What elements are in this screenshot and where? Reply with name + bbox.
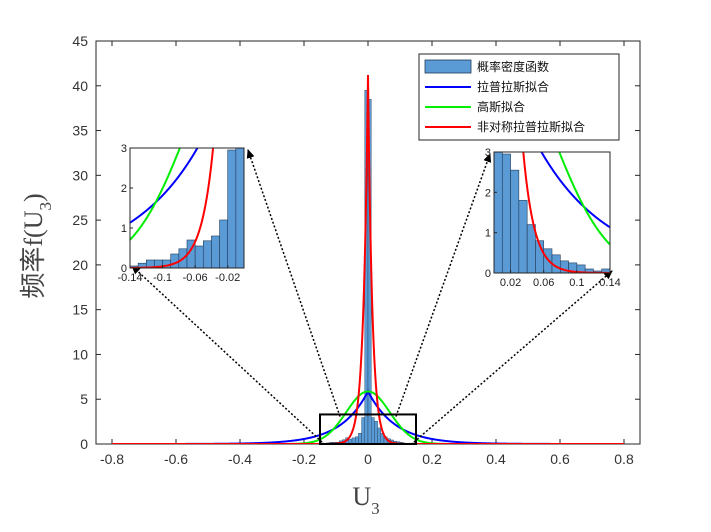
zoom-arrow <box>131 265 323 443</box>
inset-x-tick-label: -0.1 <box>153 272 172 284</box>
inset-series-line-laplace <box>540 152 610 229</box>
inset-x-tick-label: -0.06 <box>183 272 208 284</box>
inset-y-tick-label: 2 <box>485 187 491 199</box>
inset-series-line-gaussian <box>558 152 610 246</box>
inset-histogram-bar <box>601 268 610 273</box>
inset-series-line-laplace <box>130 148 199 224</box>
inset-histogram-bar <box>227 149 237 268</box>
histogram-bar <box>374 420 378 444</box>
inset-series-line-asym_laplace <box>130 148 215 268</box>
inset-x-tick-label: 0.06 <box>533 277 554 289</box>
plot-layer <box>112 75 624 444</box>
inset-x-tick-label: -0.14 <box>117 272 142 284</box>
histogram-bar <box>358 433 362 444</box>
inset-y-tick-label: 2 <box>121 183 127 195</box>
inset-histogram-bar <box>510 169 520 273</box>
x-axis-title-sub: 3 <box>371 499 380 518</box>
inset-histogram-bar <box>202 240 212 268</box>
right-inset: 0.02 0.06 0.1 0.14 0 1 2 3 <box>485 147 621 289</box>
y-tick-label: 25 <box>72 212 88 228</box>
inset-x-tick-label: 0.14 <box>599 277 620 289</box>
legend-label: 高斯拟合 <box>477 99 525 114</box>
inset-histogram-bar <box>235 148 244 268</box>
inset-y-tick-label: 3 <box>485 147 491 159</box>
x-tick-label: 0.4 <box>486 451 506 467</box>
y-axis-title-close: ) <box>19 193 48 202</box>
inset-histogram-bar <box>194 245 204 268</box>
inset-histogram-bar <box>501 153 511 273</box>
inset-y-tick-label: 0 <box>485 268 491 280</box>
left-inset: -0.14 -0.1 -0.06 -0.02 0 1 2 3 <box>117 143 245 284</box>
inset-y-tick-label: 0 <box>121 263 127 275</box>
histogram-bar <box>361 417 366 444</box>
legend-label: 拉普拉斯拟合 <box>477 79 549 94</box>
zoom-arrow <box>395 153 492 417</box>
x-axis-title: U3 <box>352 482 379 518</box>
inset-x-tick-label: 0.1 <box>569 277 584 289</box>
legend-label: 非对称拉普拉斯拟合 <box>477 119 585 134</box>
inset-histogram-bar <box>219 219 229 268</box>
inset-y-tick-label: 1 <box>121 223 127 235</box>
inset-series-line-gaussian <box>130 148 181 241</box>
x-tick-label: 0.8 <box>614 451 634 467</box>
x-tick-label: 0.2 <box>422 451 442 467</box>
series-line-gaussian <box>112 390 624 444</box>
y-tick-label: 35 <box>72 123 88 139</box>
legend-swatch-patch <box>424 59 472 74</box>
inset-histogram-bar <box>526 224 536 273</box>
y-tick-label: 0 <box>80 436 88 452</box>
zoom-box <box>319 413 417 445</box>
y-tick-label: 30 <box>72 167 88 183</box>
histogram-bar <box>377 427 382 444</box>
x-axis-title-main: U <box>352 482 371 511</box>
inset-x-tick-label: 0.02 <box>500 277 521 289</box>
inset-histogram-bar <box>518 200 528 273</box>
inset-plot-layer <box>130 148 244 268</box>
x-tick-label: -0.6 <box>164 451 188 467</box>
zoom-arrow <box>246 149 341 417</box>
histogram-bar <box>355 436 359 444</box>
inset-histogram-bar <box>494 152 503 273</box>
x-tick-label: 0.6 <box>550 451 570 467</box>
y-tick-label: 40 <box>72 78 88 94</box>
inset-y-tick-label: 1 <box>485 228 491 240</box>
y-tick-label: 20 <box>72 257 88 273</box>
x-tick-label: -0.4 <box>228 451 252 467</box>
y-tick-label: 15 <box>72 302 88 318</box>
inset-y-tick-label: 3 <box>121 143 127 155</box>
x-tick-label: -0.8 <box>100 451 124 467</box>
inset-frame <box>493 151 611 274</box>
zoom-arrows <box>131 149 613 443</box>
y-axis-title-sub: 3 <box>36 202 55 211</box>
y-tick-label: 10 <box>72 346 88 362</box>
inset-x-tick-label: -0.02 <box>215 272 240 284</box>
y-axis-title-main: 频率f(U <box>19 210 48 298</box>
y-tick-label: 5 <box>80 391 88 407</box>
histogram-bar <box>371 417 375 444</box>
y-tick-label: 45 <box>72 33 88 49</box>
x-tick-label: -0.2 <box>292 451 316 467</box>
x-tick-label: 0 <box>364 451 372 467</box>
y-axis-title: 频率f(U3) <box>19 193 55 298</box>
series-line-asym_laplace <box>112 75 624 444</box>
inset-histogram-bar <box>211 235 220 268</box>
inset-frame <box>129 147 245 269</box>
legend-label: 概率密度函数 <box>477 59 549 74</box>
